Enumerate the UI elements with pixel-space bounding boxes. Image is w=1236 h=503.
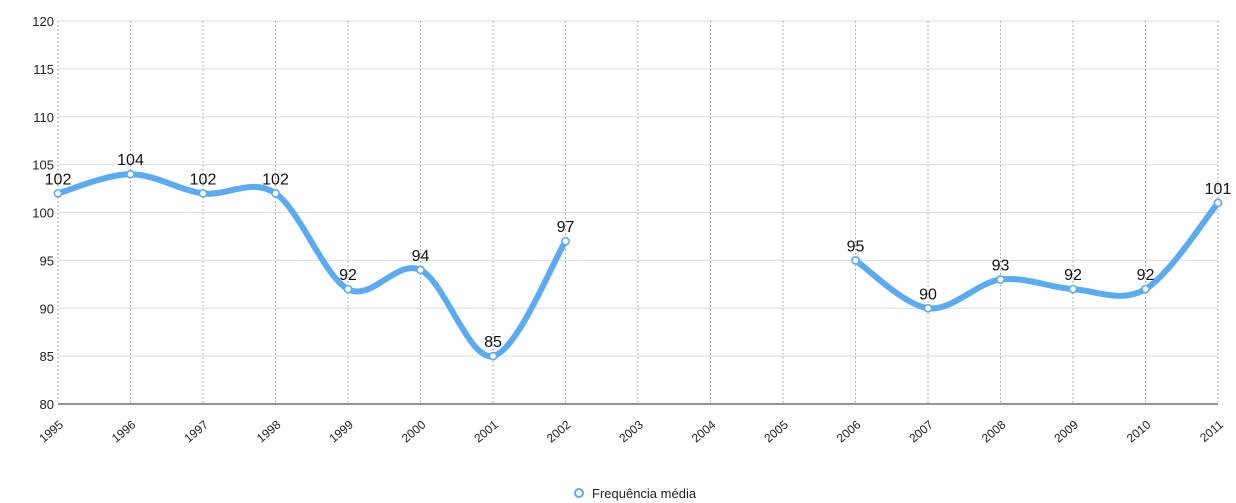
x-tick-label: 2007 — [906, 417, 936, 445]
y-tick-label: 95 — [40, 253, 54, 268]
data-label: 92 — [1064, 267, 1082, 284]
data-point — [126, 169, 135, 179]
x-tick-label: 2003 — [616, 417, 646, 445]
x-tick-label: 1995 — [36, 417, 66, 445]
data-point — [271, 188, 280, 198]
y-tick-label: 100 — [32, 206, 54, 221]
series-line — [852, 199, 1221, 312]
y-tick-label: 85 — [40, 349, 54, 364]
series-line — [55, 171, 569, 360]
x-tick-label: 2008 — [979, 417, 1009, 445]
data-label: 85 — [484, 334, 502, 351]
data-point — [416, 265, 425, 275]
data-label: 102 — [190, 171, 217, 188]
data-point — [923, 303, 933, 313]
y-tick-label: 90 — [40, 301, 54, 316]
x-tick-label: 2000 — [399, 417, 429, 445]
x-tick-label: 2011 — [1197, 417, 1226, 445]
x-tick-label: 2006 — [834, 417, 864, 445]
x-tick-label: 2002 — [544, 417, 574, 445]
data-point — [1213, 198, 1223, 208]
x-tick-label: 2005 — [761, 417, 791, 445]
x-tick-label: 2004 — [689, 417, 719, 445]
legend: Frequência média — [574, 486, 697, 501]
y-tick-label: 80 — [40, 397, 54, 412]
y-tick-label: 110 — [33, 110, 54, 125]
data-label: 90 — [919, 286, 937, 303]
grid — [57, 20, 1219, 405]
y-tick-label: 105 — [32, 158, 54, 173]
data-point — [343, 284, 353, 294]
data-point — [53, 188, 63, 198]
data-label: 93 — [992, 258, 1010, 275]
data-point — [851, 255, 860, 265]
data-point — [1068, 284, 1078, 294]
data-point — [198, 188, 208, 198]
data-label: 92 — [339, 267, 357, 284]
legend-marker — [574, 488, 584, 498]
data-point — [1141, 284, 1150, 294]
x-tick-label: 1998 — [254, 417, 284, 445]
data-label: 94 — [412, 248, 430, 265]
data-label: 101 — [1205, 181, 1232, 198]
data-point — [996, 275, 1005, 284]
legend-label: Frequência média — [592, 486, 697, 501]
x-axis: 1995 1996 1997 1998 1999 2000 2001 2002 2003 2004… — [36, 417, 1226, 445]
data-label: 95 — [847, 238, 865, 255]
series-points — [53, 169, 1223, 361]
data-labels: 102 104 102 102 92 94 85 97 95 90 93 92 92 101 — [45, 152, 1232, 351]
data-point — [488, 351, 498, 361]
x-tick-label: 2001 — [471, 417, 501, 445]
data-label: 102 — [45, 171, 72, 188]
x-tick-label: 2009 — [1051, 417, 1081, 445]
x-tick-label: 1996 — [109, 417, 139, 445]
data-label: 97 — [557, 219, 575, 236]
x-tick-label: 2010 — [1124, 417, 1154, 445]
data-label: 92 — [1137, 267, 1155, 284]
y-tick-label: 115 — [33, 62, 54, 77]
data-point — [561, 236, 570, 246]
y-tick-label: 120 — [32, 14, 54, 29]
data-label: 102 — [262, 171, 289, 188]
x-tick-label: 1997 — [181, 417, 211, 445]
data-label: 104 — [117, 152, 144, 169]
y-axis: 80 85 90 95 100 105 110 115 120 — [32, 14, 54, 412]
x-tick-label: 1999 — [326, 417, 356, 445]
